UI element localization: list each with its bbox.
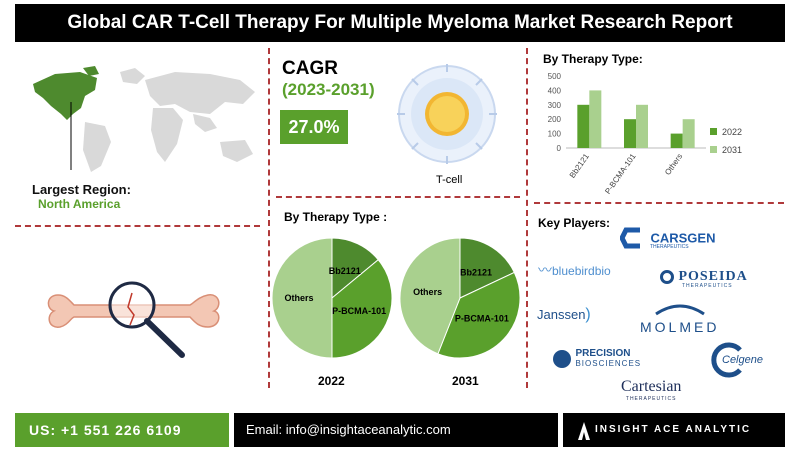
bar-2022-P-BCMA-101 — [624, 119, 636, 148]
cagr-label: CAGR — [282, 58, 338, 79]
divider-right — [526, 48, 528, 388]
pie-label-P-BCMA-101: P-BCMA-101 — [332, 306, 386, 316]
page-title: Global CAR T-Cell Therapy For Multiple M… — [15, 4, 785, 42]
molmed-logo: MOLMED — [640, 302, 719, 335]
pie-year-2031: 2031 — [452, 374, 479, 388]
bar-2031-Others — [682, 119, 695, 148]
cagr-years: (2023-2031) — [282, 80, 375, 99]
bar-chart: 0 100 200 300 400 500 Bb2121 P-BCMA-101 Others 20… — [548, 72, 742, 196]
pie-slice-Bb2121 — [331, 237, 379, 300]
pie-label-Bb2121: Bb2121 — [329, 266, 361, 276]
y-tick-label: 200 — [548, 115, 562, 124]
carsgen-icon — [619, 227, 640, 249]
bar-2022-Bb2121 — [577, 104, 590, 148]
janssen-logo: Janssen) — [537, 306, 591, 323]
pie-slice-Others — [271, 237, 333, 359]
divider-left-horizontal — [15, 225, 260, 227]
y-tick-label: 0 — [557, 144, 562, 153]
legend-label-2022: 2022 — [722, 127, 742, 137]
bone-magnifier-icon — [47, 281, 220, 358]
t-cell-label: T-cell — [436, 174, 463, 186]
pie-label-Others: Others — [284, 293, 313, 303]
bar-2031-Bb2121 — [589, 90, 602, 148]
bar-chart-title: By Therapy Type: — [543, 52, 643, 66]
pie-label-P-BCMA-101: P-BCMA-101 — [455, 314, 509, 324]
x-tick-label: Others — [663, 152, 684, 177]
divider-left — [268, 48, 270, 388]
key-players-title: Key Players: — [538, 216, 611, 230]
pie-label-Bb2121: Bb2121 — [460, 268, 492, 278]
pie-slice-Others — [399, 237, 461, 355]
region-value: North America — [38, 197, 121, 211]
bar-2022-Others — [670, 133, 683, 148]
pie-chart-2022: Bb2121 P-BCMA-101 Others — [271, 237, 393, 359]
x-tick-label: P-BCMA-101 — [603, 152, 638, 196]
y-tick-label: 500 — [548, 72, 562, 81]
footer-phone: US: +1 551 226 6109 — [15, 413, 229, 447]
region-label: Largest Region: — [32, 182, 131, 197]
y-tick-label: 300 — [548, 101, 562, 110]
legend-swatch-2031 — [710, 146, 717, 153]
y-tick-label: 400 — [548, 86, 562, 95]
pie-slice-P-BCMA-101 — [331, 259, 393, 359]
celgene-icon — [711, 342, 742, 378]
molmed-arc-icon — [654, 304, 705, 316]
divider-right-horizontal — [534, 202, 784, 204]
pie-year-2022: 2022 — [318, 374, 345, 388]
legend-swatch-2022 — [710, 128, 717, 135]
cartesian-logo: Cartesian THERAPEUTICS — [621, 378, 682, 402]
footer-brand-text: INSIGHT ACE ANALYTIC — [595, 424, 752, 435]
poseida-logo: POSEIDA THERAPEUTICS — [660, 268, 748, 289]
divider-mid-horizontal — [276, 196, 520, 198]
pie-section-title: By Therapy Type : — [284, 210, 388, 224]
pie-label-Others: Others — [413, 287, 442, 297]
pie-slice-Bb2121 — [459, 237, 515, 299]
pie-chart-2031: Bb2121 P-BCMA-101 Others — [399, 237, 521, 359]
footer-brand: INSIGHT ACE ANALYTIC — [563, 413, 785, 447]
insight-ace-logo-icon — [578, 422, 590, 440]
legend-label-2031: 2031 — [722, 145, 742, 155]
footer-email[interactable]: Email: info@insightaceanalytic.com — [234, 413, 558, 447]
t-cell-icon — [397, 64, 497, 164]
bluebirdbio-logo: 〰bluebirdbio — [538, 262, 611, 278]
bar-2031-P-BCMA-101 — [636, 104, 648, 148]
y-tick-label: 100 — [548, 130, 562, 139]
x-tick-label: Bb2121 — [568, 152, 592, 180]
pie-slice-P-BCMA-101 — [437, 271, 521, 359]
cagr-value: 27.0% — [280, 110, 348, 144]
precision-logo: PRECISION BIOSCIENCES — [553, 349, 641, 369]
celgene-logo: Celgene — [708, 342, 763, 383]
world-map-icon — [33, 66, 255, 172]
carsgen-logo: CARSGEN THERAPEUTICS — [619, 226, 715, 250]
